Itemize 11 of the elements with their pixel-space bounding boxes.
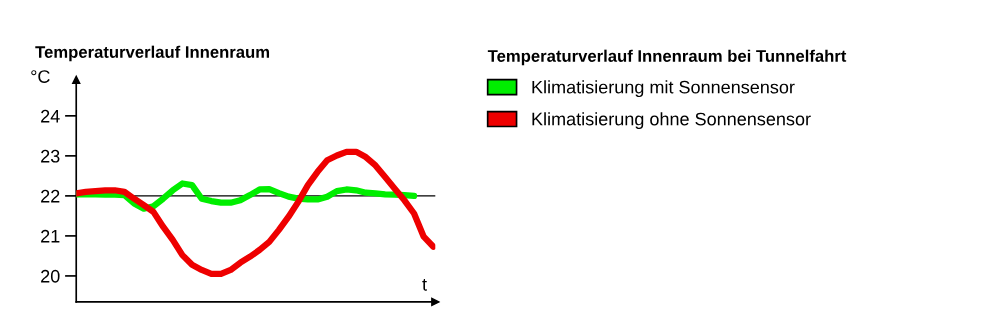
legend-label: Klimatisierung mit Sonnensensor — [532, 80, 795, 98]
x-axis-title: t — [422, 278, 427, 291]
legend-title: Temperaturverlauf Innenraum bei Tunnelfahrt — [487, 49, 847, 66]
y-tick-label: 20 — [41, 269, 60, 283]
chart-title: Temperaturverlauf Innenraum — [35, 45, 270, 62]
y-tick-label: 21 — [41, 229, 60, 243]
y-tick-label: 22 — [41, 189, 60, 203]
y-tick-label: 24 — [41, 109, 60, 123]
y-axis-title: °C — [31, 70, 50, 83]
legend-label: Klimatisierung ohne Sonnensensor — [532, 112, 811, 130]
y-tick-label: 23 — [41, 149, 60, 163]
